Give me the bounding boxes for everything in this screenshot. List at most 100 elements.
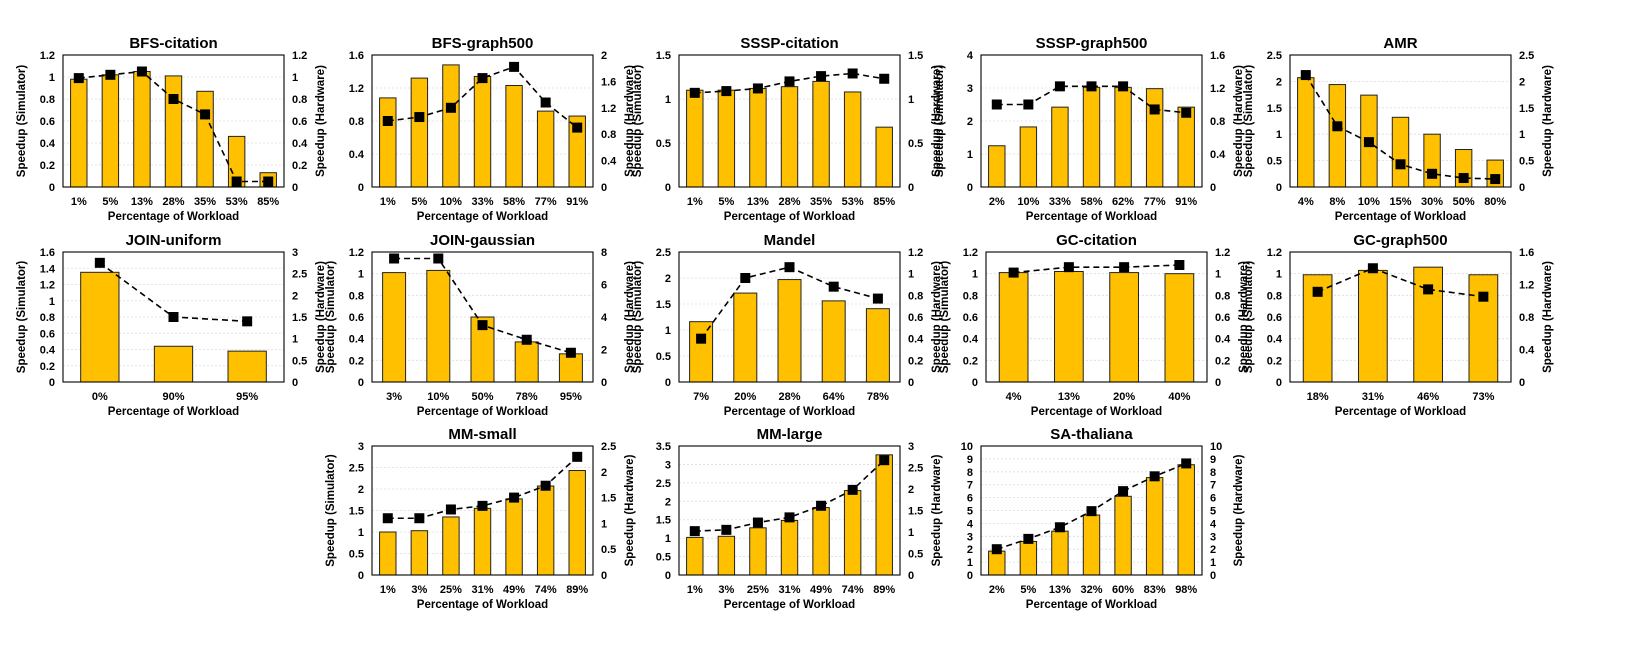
x-tick-label: 5% xyxy=(411,196,427,208)
data-marker xyxy=(168,312,179,322)
bar xyxy=(733,292,758,383)
plot-frame xyxy=(371,251,594,383)
data-marker xyxy=(389,253,400,264)
y-tick-label-left: 2.5 xyxy=(1267,50,1282,62)
y-tick-label-left: 1 xyxy=(49,296,55,308)
x-tick-label: 31% xyxy=(778,584,800,596)
bar xyxy=(1145,88,1164,188)
x-tick-label: 25% xyxy=(440,584,462,596)
y-axis-label-left: Speedup (Simulator) xyxy=(1243,261,1255,374)
bar xyxy=(1114,86,1132,188)
y-tick-label-right: 0 xyxy=(601,570,607,582)
y-tick-label-right: 9 xyxy=(1210,454,1216,466)
y-tick-label-right: 2 xyxy=(601,50,607,62)
y-tick-label-right: 0.8 xyxy=(1215,290,1230,302)
x-tick-label: 49% xyxy=(810,584,832,596)
y-tick-label-left: 10 xyxy=(961,441,973,453)
bar xyxy=(153,345,194,383)
bar xyxy=(505,498,523,576)
x-tick-label: 7% xyxy=(693,391,709,403)
y-tick-label-right: 1 xyxy=(292,334,298,346)
x-tick-label: 58% xyxy=(503,196,525,208)
y-axis-label-right: Speedup (Hardware) xyxy=(624,454,636,566)
data-marker xyxy=(740,273,751,283)
y-tick-label-left: 0 xyxy=(49,377,55,389)
y-tick-label-right: 1.6 xyxy=(1519,247,1534,259)
x-tick-label: 91% xyxy=(566,196,588,208)
y-tick-label-right: 2 xyxy=(1519,76,1525,88)
bar xyxy=(382,272,407,383)
y-tick-label-left: 0.8 xyxy=(1267,290,1282,302)
y-tick-label-right: 6 xyxy=(601,280,607,292)
bar xyxy=(568,470,586,576)
y-tick-label-left: 0 xyxy=(1276,182,1282,194)
y-tick-label-left: 0.2 xyxy=(40,361,55,373)
x-tick-label: 98% xyxy=(1175,584,1197,596)
x-axis-label: Percentage of Workload xyxy=(417,406,548,418)
y-tick-label-left: 2 xyxy=(1276,76,1282,88)
bar xyxy=(1164,273,1195,383)
data-marker xyxy=(1395,159,1406,170)
x-tick-label: 74% xyxy=(535,584,557,596)
y-axis-label-right: Speedup (Hardware) xyxy=(1233,65,1245,177)
y-tick-label-left: 3 xyxy=(967,83,973,95)
y-tick-label-right: 0 xyxy=(292,182,298,194)
y-tick-label-right: 0 xyxy=(1210,570,1216,582)
y-tick-label-left: 2 xyxy=(358,484,364,496)
bar xyxy=(812,507,830,576)
y-tick-label-left: 1 xyxy=(1276,269,1282,281)
x-tick-label: 85% xyxy=(257,196,279,208)
plot-frame xyxy=(985,251,1208,383)
y-tick-label-right: 2 xyxy=(292,290,298,302)
y-tick-label-left: 0 xyxy=(358,182,364,194)
data-marker xyxy=(1423,284,1434,295)
y-tick-label-right: 0 xyxy=(908,377,914,389)
y-tick-label-right: 1.2 xyxy=(908,247,923,259)
x-tick-label: 33% xyxy=(471,196,493,208)
data-marker xyxy=(721,524,732,535)
x-tick-label: 77% xyxy=(1144,196,1166,208)
bar xyxy=(514,341,539,383)
x-tick-label: 5% xyxy=(1020,584,1036,596)
data-marker xyxy=(1119,262,1130,273)
data-marker xyxy=(991,99,1002,110)
x-tick-label: 31% xyxy=(471,584,493,596)
y-tick-label-right: 1.5 xyxy=(908,506,923,518)
bar xyxy=(505,85,523,188)
data-marker xyxy=(94,257,105,268)
y-tick-label-left: 1.2 xyxy=(40,280,55,292)
data-marker xyxy=(1181,458,1192,469)
y-tick-label-right: 2 xyxy=(1210,544,1216,556)
x-tick-label: 53% xyxy=(842,196,864,208)
x-tick-label: 73% xyxy=(1472,391,1494,403)
data-marker xyxy=(477,320,488,331)
y-tick-label-left: 1.2 xyxy=(349,83,364,95)
data-marker xyxy=(242,316,253,327)
y-tick-label-left: 0.6 xyxy=(963,312,978,324)
bar xyxy=(1019,540,1038,576)
y-axis-label-right: Speedup (Hardware) xyxy=(624,261,636,373)
y-tick-label-left: 0 xyxy=(665,570,671,582)
bar xyxy=(1177,106,1195,188)
x-tick-label: 1% xyxy=(687,196,703,208)
chart-1: 0 0.2 0.4 0.6 0.8 1 1.2 0 0.2 0.4 0.6 0.8 1 1.2 1% 5% 13… xyxy=(16,35,327,223)
bar xyxy=(875,126,893,188)
y-tick-label-right: 1 xyxy=(908,527,914,539)
x-tick-label: 1% xyxy=(71,196,87,208)
y-tick-label-left: 1.6 xyxy=(349,50,364,62)
y-tick-label-right: 4 xyxy=(601,312,608,324)
x-tick-label: 10% xyxy=(427,391,449,403)
bar xyxy=(1358,269,1388,383)
x-tick-label: 10% xyxy=(440,196,462,208)
chart-5: 0 0.5 1 1.5 2 2.5 0 0.5 1 1.5 2 2.5 4% 8% 10% 15% 30% 50%… xyxy=(1243,35,1554,223)
x-tick-label: 83% xyxy=(1144,584,1166,596)
y-tick-label-left: 0.6 xyxy=(1267,312,1282,324)
x-axis-label: Percentage of Workload xyxy=(108,211,239,223)
data-marker xyxy=(1118,486,1129,497)
y-axis-label-left: Speedup (Simulator) xyxy=(325,454,337,567)
data-marker xyxy=(689,526,700,537)
y-tick-label-right: 0.4 xyxy=(292,138,308,150)
y-tick-label-left: 1 xyxy=(49,72,55,84)
y-tick-label-left: 4 xyxy=(967,50,974,62)
